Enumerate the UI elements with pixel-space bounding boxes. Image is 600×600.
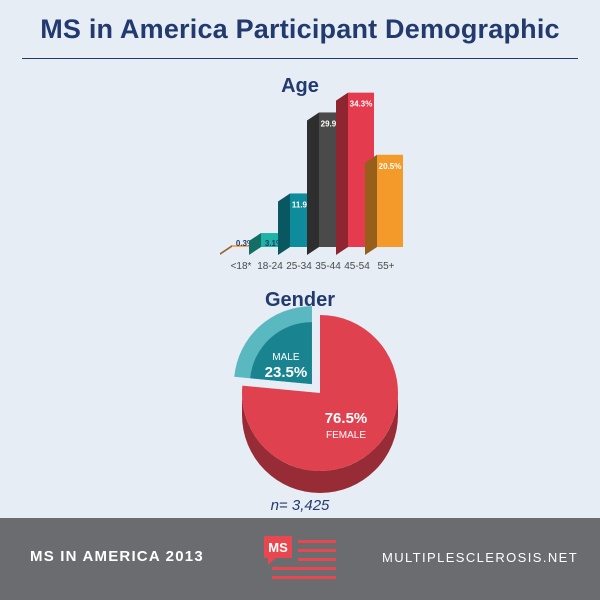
age-bar-side: [336, 92, 348, 256]
age-bar-value-label: 20.5%: [379, 162, 402, 171]
age-bar-group: 0.3% <18* 3.1% 18-24 11.9% 25-34 29.9% 35-44 34.…: [220, 92, 403, 272]
sample-size-label: n= 3,425: [271, 497, 330, 514]
female-slice-value: 76.5%: [325, 410, 368, 427]
age-bar-side: [249, 233, 261, 255]
ms-logo-icon: MS: [264, 536, 336, 579]
age-chart-title: Age: [281, 75, 319, 97]
age-category-label: 35-44: [315, 261, 341, 272]
logo-text: MS: [268, 540, 288, 555]
age-bar-side: [220, 245, 232, 255]
age-category-label: <18*: [231, 261, 252, 272]
age-bar-side: [307, 112, 319, 255]
male-slice-label: MALE: [272, 352, 300, 363]
age-bar: [232, 245, 258, 247]
footer-site-link[interactable]: MULTIPLESCLEROSIS.NET: [382, 550, 579, 565]
age-bar-value-label: 11.9%: [292, 200, 314, 209]
age-bar-value-label: 0.3%: [236, 239, 254, 248]
age-bar-value-label: 3.1%: [265, 239, 283, 248]
demographic-charts: Age 0.3% <18* 3.1% 18-24 11.9% 25-34 29.9% 35-4…: [220, 75, 403, 514]
page-title: MS in America Participant Demographic: [40, 14, 560, 44]
age-bar-value-label: 34.3%: [350, 100, 373, 109]
gender-chart-title: Gender: [265, 289, 335, 311]
footer-campaign-label: MS IN AMERICA 2013: [30, 548, 204, 565]
age-bar: [377, 154, 403, 247]
female-slice: [242, 315, 398, 471]
male-slice: [250, 322, 312, 385]
male-slice-value: 23.5%: [265, 364, 308, 381]
female-slice-label: FEMALE: [326, 430, 366, 441]
female-slice-side: [242, 393, 398, 493]
footer-bar: MS IN AMERICA 2013 MS MULTIPLESCLEROSIS.…: [0, 518, 600, 600]
title-divider: [22, 58, 578, 59]
age-bar-side: [365, 154, 377, 255]
age-category-label: 18-24: [257, 261, 283, 272]
age-category-label: 45-54: [344, 261, 370, 272]
age-bar-side: [278, 193, 290, 255]
age-category-label: 55+: [378, 261, 395, 272]
age-bar-value-label: 29.9%: [321, 119, 344, 128]
age-category-label: 25-34: [286, 261, 312, 272]
